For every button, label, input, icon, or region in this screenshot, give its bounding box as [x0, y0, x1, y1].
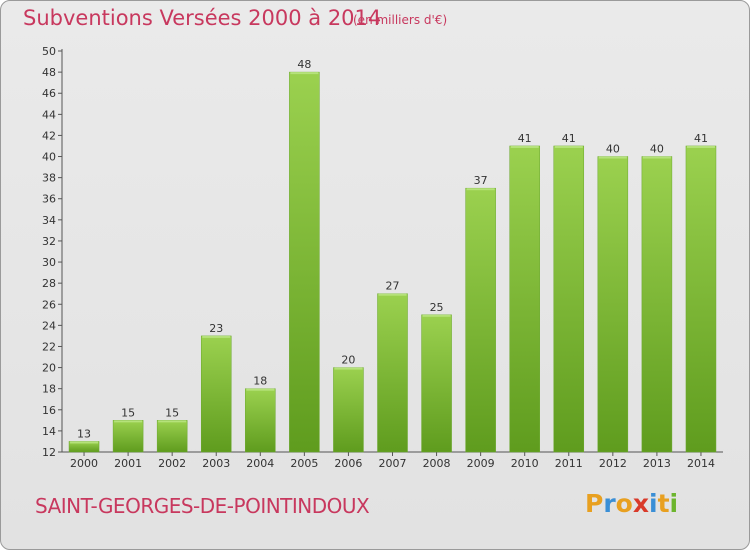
- bar-2001: [112, 420, 144, 453]
- data-label: 15: [121, 406, 135, 419]
- bar-highlight-2007: [378, 293, 407, 296]
- bar-highlight-2013: [642, 156, 671, 159]
- bar-highlight-2008: [422, 314, 451, 317]
- bar-highlight-2003: [202, 335, 231, 338]
- data-label: 23: [209, 322, 223, 335]
- x-tick-label: 2005: [290, 457, 318, 470]
- bar-highlight-2010: [510, 145, 539, 148]
- logo-letter: r: [603, 489, 616, 518]
- x-tick-label: 2006: [334, 457, 362, 470]
- bar-2013: [641, 156, 673, 453]
- bar-2007: [377, 293, 408, 453]
- y-tick-label: 48: [42, 66, 56, 79]
- y-tick-label: 50: [42, 45, 56, 58]
- bar-2005: [289, 71, 320, 453]
- x-tick-label: 2007: [379, 457, 407, 470]
- data-label: 15: [165, 406, 179, 419]
- y-tick-label: 28: [42, 277, 56, 290]
- bar-2009: [465, 187, 496, 453]
- bar-2011: [553, 145, 585, 453]
- data-label: 18: [253, 375, 267, 388]
- bar-2014: [685, 145, 717, 453]
- x-tick-label: 2010: [511, 457, 539, 470]
- data-label: 41: [562, 132, 576, 145]
- bar-highlight-2012: [598, 156, 627, 159]
- y-tick-label: 36: [42, 193, 56, 206]
- axes: 12 14 16 18 20 22 24 26 28 30 32 34 36 38 40 42 44 46 48 50…: [42, 45, 723, 470]
- data-label: 13: [77, 427, 91, 440]
- x-tick-label: 2012: [599, 457, 627, 470]
- bar-2012: [597, 156, 629, 453]
- bar-highlight-2002: [158, 420, 187, 423]
- y-tick-label: 14: [42, 425, 56, 438]
- data-label: 37: [474, 174, 488, 187]
- logo-letter: i: [649, 489, 658, 518]
- y-tick-label: 38: [42, 172, 56, 185]
- y-tick-label: 34: [42, 214, 56, 227]
- y-tick-label: 44: [42, 108, 56, 121]
- x-tick-label: 2011: [555, 457, 583, 470]
- bar-highlight-2004: [246, 388, 275, 391]
- y-tick-label: 32: [42, 235, 56, 248]
- chart-unit-note: (en milliers d'€): [353, 13, 448, 27]
- bar-highlight-2011: [554, 145, 583, 148]
- x-tick-label: 2002: [158, 457, 186, 470]
- bar-2004: [245, 388, 276, 453]
- chart-title: Subventions Versées 2000 à 2014: [23, 6, 382, 30]
- logo-letter: x: [632, 489, 649, 518]
- bar-highlight-2006: [334, 367, 363, 370]
- x-tick-label: 2004: [246, 457, 274, 470]
- y-tick-label: 18: [42, 383, 56, 396]
- bar-2010: [509, 145, 540, 453]
- data-label: 25: [430, 301, 444, 314]
- bar-highlight-2000: [70, 441, 99, 444]
- logo-letter: t: [657, 489, 670, 518]
- bar-2006: [333, 367, 364, 453]
- x-tick-label: 2014: [687, 457, 715, 470]
- y-tick-label: 30: [42, 256, 56, 269]
- y-tick-label: 46: [42, 87, 56, 100]
- logo-letter: i: [669, 489, 679, 518]
- logo-letter: o: [615, 489, 633, 518]
- y-tick-label: 40: [42, 151, 56, 164]
- bar-highlight-2014: [686, 145, 715, 148]
- data-label: 40: [606, 143, 620, 156]
- y-tick-label: 42: [42, 129, 56, 142]
- y-tick-label: 24: [42, 319, 56, 332]
- y-tick-label: 20: [42, 362, 56, 375]
- x-tick-label: 2013: [643, 457, 671, 470]
- data-label: 27: [386, 280, 400, 293]
- bar-2008: [421, 314, 452, 453]
- bar-2003: [200, 335, 232, 453]
- data-label: 40: [650, 143, 664, 156]
- x-tick-label: 2000: [70, 457, 98, 470]
- proxiti-logo[interactable]: Proxiti: [585, 489, 678, 518]
- data-label: 41: [694, 132, 708, 145]
- bars: [68, 71, 717, 453]
- logo-letter: P: [585, 489, 604, 518]
- y-tick-label: 16: [42, 404, 56, 417]
- bar-highlight-2001: [114, 420, 143, 423]
- y-tick-label: 22: [42, 340, 56, 353]
- data-label: 41: [518, 132, 532, 145]
- bar-2002: [156, 420, 188, 453]
- x-tick-label: 2008: [423, 457, 451, 470]
- y-tick-label: 12: [42, 446, 56, 459]
- bar-highlight-2005: [290, 72, 319, 75]
- x-tick-label: 2001: [114, 457, 142, 470]
- bar-highlight-2009: [466, 188, 495, 191]
- commune-name: SAINT-GEORGES-DE-POINTINDOUX: [35, 494, 370, 518]
- data-labels: 13 15 15 23 18 48 20 27 25 37 41 41 40 40 41: [77, 58, 708, 440]
- y-tick-label: 26: [42, 298, 56, 311]
- x-tick-label: 2003: [202, 457, 230, 470]
- data-label: 20: [341, 354, 355, 367]
- data-label: 48: [297, 58, 311, 71]
- x-tick-label: 2009: [467, 457, 495, 470]
